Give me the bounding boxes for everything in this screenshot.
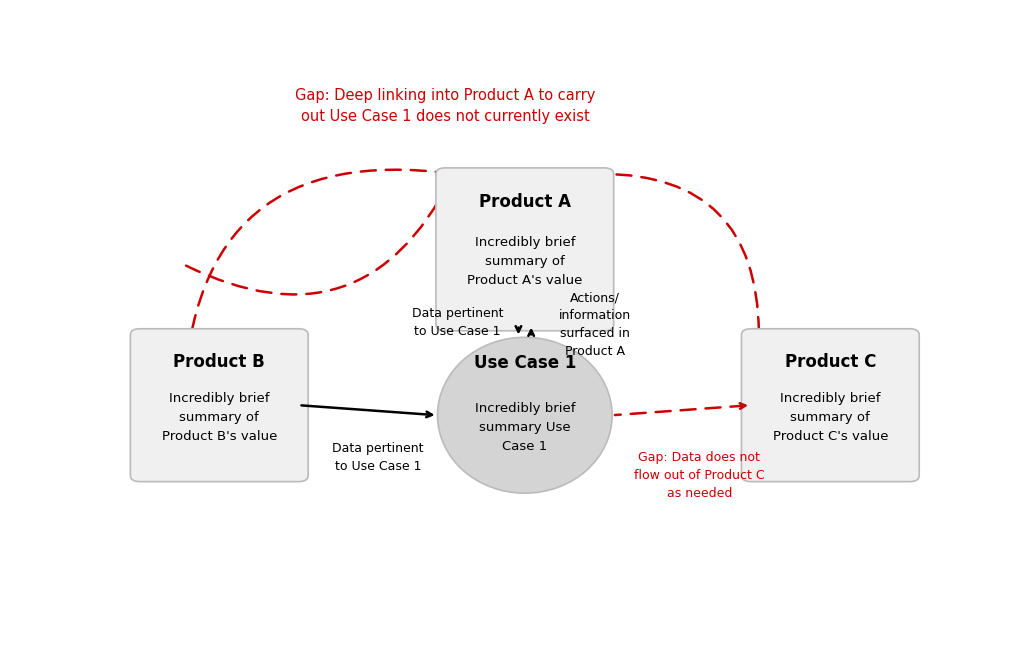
- FancyArrowPatch shape: [183, 170, 451, 398]
- Text: Product C: Product C: [784, 353, 876, 372]
- Ellipse shape: [437, 338, 612, 493]
- FancyBboxPatch shape: [436, 168, 613, 331]
- Text: Incredibly brief
summary of
Product B's value: Incredibly brief summary of Product B's …: [162, 392, 276, 443]
- Text: Product B: Product B: [173, 353, 265, 372]
- Text: Gap: Deep linking into Product A to carry
out Use Case 1 does not currently exis: Gap: Deep linking into Product A to carr…: [295, 88, 596, 124]
- Text: Use Case 1: Use Case 1: [474, 355, 575, 372]
- Text: Actions/
information
surfaced in
Product A: Actions/ information surfaced in Product…: [558, 291, 631, 358]
- Text: Gap: Data does not
flow out of Product C
as needed: Gap: Data does not flow out of Product C…: [634, 451, 765, 500]
- FancyBboxPatch shape: [130, 328, 308, 482]
- Text: Data pertinent
to Use Case 1: Data pertinent to Use Case 1: [332, 443, 424, 473]
- Text: Incredibly brief
summary of
Product A's value: Incredibly brief summary of Product A's …: [467, 236, 583, 287]
- FancyArrowPatch shape: [602, 170, 759, 332]
- Text: Data pertinent
to Use Case 1: Data pertinent to Use Case 1: [412, 307, 503, 338]
- FancyBboxPatch shape: [741, 328, 920, 482]
- Text: Incredibly brief
summary of
Product C's value: Incredibly brief summary of Product C's …: [772, 392, 888, 443]
- Text: Product A: Product A: [479, 193, 570, 210]
- FancyArrowPatch shape: [186, 179, 451, 295]
- Text: Incredibly brief
summary Use
Case 1: Incredibly brief summary Use Case 1: [474, 402, 575, 453]
